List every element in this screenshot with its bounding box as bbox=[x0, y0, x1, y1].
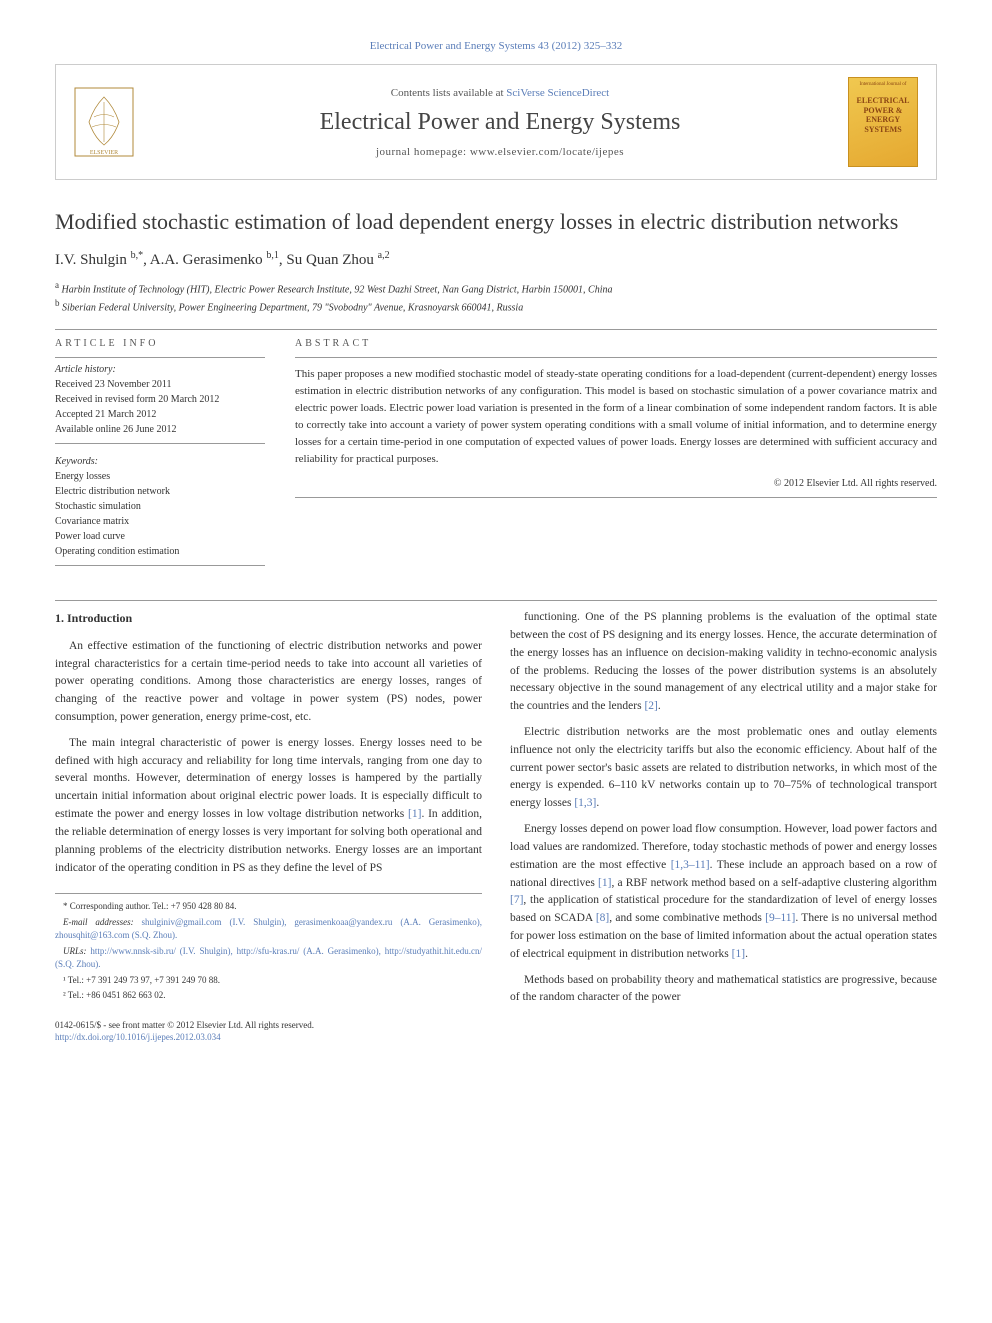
sciencedirect-link[interactable]: SciVerse ScienceDirect bbox=[506, 87, 609, 99]
history-received: Received 23 November 2011 bbox=[55, 377, 265, 392]
article-info-heading: ARTICLE INFO bbox=[55, 338, 265, 349]
article-info-column: ARTICLE INFO Article history: Received 2… bbox=[55, 338, 265, 572]
footnote-tel-2: ² Tel.: +86 0451 862 663 02. bbox=[55, 989, 482, 1003]
affiliations: a Harbin Institute of Technology (HIT), … bbox=[55, 279, 937, 316]
copyright-line: © 2012 Elsevier Ltd. All rights reserved… bbox=[295, 478, 937, 489]
journal-header: ELSEVIER Contents lists available at Sci… bbox=[55, 64, 937, 180]
email-addresses: E-mail addresses: shulginiv@gmail.com (I… bbox=[55, 916, 482, 943]
footnotes: * Corresponding author. Tel.: +7 950 428… bbox=[55, 893, 482, 1003]
elsevier-logo: ELSEVIER bbox=[74, 87, 134, 157]
urls: URLs: http://www.nnsk-sib.ru/ (I.V. Shul… bbox=[55, 945, 482, 972]
body-paragraph: Electric distribution networks are the m… bbox=[510, 724, 937, 813]
keyword: Covariance matrix bbox=[55, 514, 265, 529]
section-heading: 1. Introduction bbox=[55, 609, 482, 628]
abstract-heading: ABSTRACT bbox=[295, 338, 937, 349]
abstract-text: This paper proposes a new modified stoch… bbox=[295, 366, 937, 468]
body-paragraph: functioning. One of the PS planning prob… bbox=[510, 609, 937, 716]
article-history-label: Article history: bbox=[55, 364, 265, 375]
history-revised: Received in revised form 20 March 2012 bbox=[55, 392, 265, 407]
authors: I.V. Shulgin b,*, A.A. Gerasimenko b,1, … bbox=[55, 250, 937, 269]
journal-homepage: journal homepage: www.elsevier.com/locat… bbox=[152, 146, 848, 158]
body-paragraph: An effective estimation of the functioni… bbox=[55, 638, 482, 727]
abstract-column: ABSTRACT This paper proposes a new modif… bbox=[295, 338, 937, 572]
body-column-left: 1. Introduction An effective estimation … bbox=[55, 609, 482, 1044]
body-paragraph: Methods based on probability theory and … bbox=[510, 972, 937, 1008]
article-title: Modified stochastic estimation of load d… bbox=[55, 208, 937, 236]
issn-line: 0142-0615/$ - see front matter © 2012 El… bbox=[55, 1019, 482, 1044]
journal-name: Electrical Power and Energy Systems bbox=[152, 109, 848, 136]
keyword: Power load curve bbox=[55, 529, 265, 544]
corresponding-author: * Corresponding author. Tel.: +7 950 428… bbox=[55, 900, 482, 914]
divider bbox=[55, 600, 937, 601]
contents-available: Contents lists available at SciVerse Sci… bbox=[152, 87, 848, 99]
divider bbox=[55, 329, 937, 330]
doi-link[interactable]: http://dx.doi.org/10.1016/j.ijepes.2012.… bbox=[55, 1032, 221, 1042]
history-accepted: Accepted 21 March 2012 bbox=[55, 407, 265, 422]
keyword: Stochastic simulation bbox=[55, 499, 265, 514]
keyword: Operating condition estimation bbox=[55, 544, 265, 559]
footnote-tel-1: ¹ Tel.: +7 391 249 73 97, +7 391 249 70 … bbox=[55, 974, 482, 988]
url-link[interactable]: http://www.nnsk-sib.ru/ (I.V. Shulgin), … bbox=[55, 946, 482, 970]
keyword: Electric distribution network bbox=[55, 484, 265, 499]
body-paragraph: Energy losses depend on power load flow … bbox=[510, 821, 937, 964]
journal-cover-thumbnail: International Journal of ELECTRICAL POWE… bbox=[848, 77, 918, 167]
keyword: Energy losses bbox=[55, 469, 265, 484]
body-column-right: functioning. One of the PS planning prob… bbox=[510, 609, 937, 1044]
body-paragraph: The main integral characteristic of powe… bbox=[55, 735, 482, 878]
svg-text:ELSEVIER: ELSEVIER bbox=[90, 150, 118, 156]
history-online: Available online 26 June 2012 bbox=[55, 422, 265, 437]
top-citation: Electrical Power and Energy Systems 43 (… bbox=[55, 40, 937, 52]
keywords-label: Keywords: bbox=[55, 456, 265, 467]
